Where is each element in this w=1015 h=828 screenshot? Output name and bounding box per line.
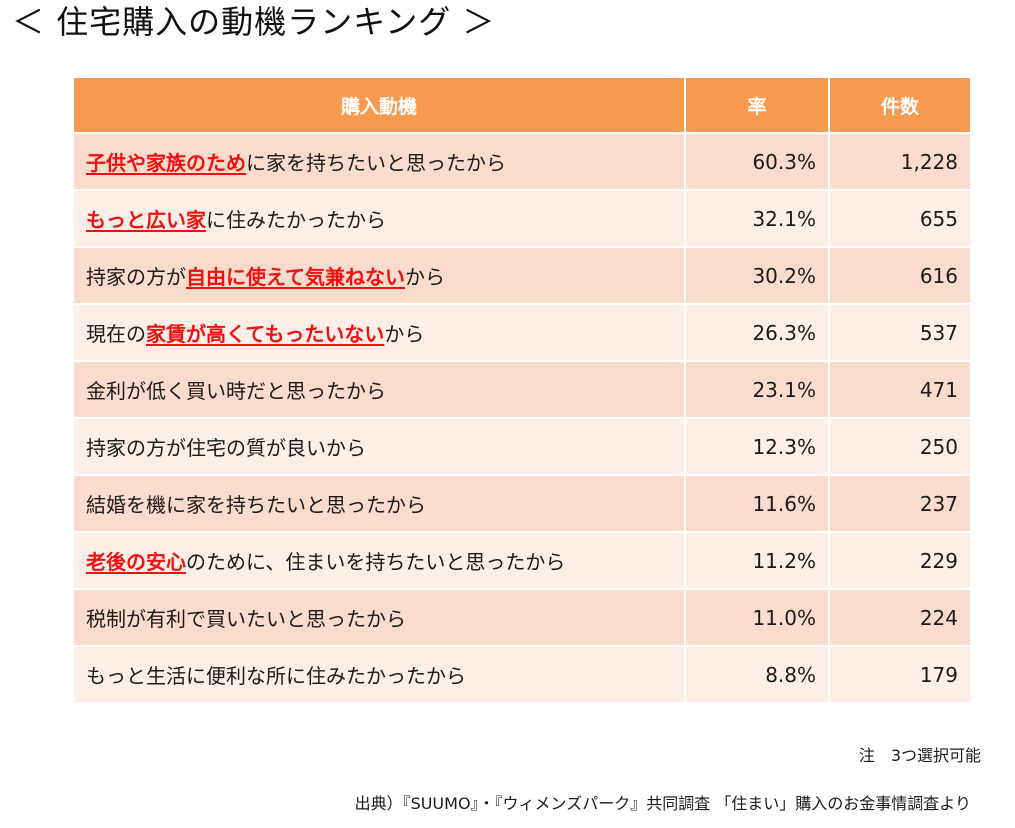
reason-cell: 老後の安心のために、住まいを持ちたいと思ったから — [74, 533, 684, 588]
reason-cell: 結婚を機に家を持ちたいと思ったから — [74, 476, 684, 531]
highlighted-text: もっと広い家 — [86, 208, 206, 232]
table-body: 子供や家族のために家を持ちたいと思ったから 60.3% 1,228 もっと広い家に住み… — [74, 134, 970, 702]
reason-text: 金利が低く買い時だと思ったから — [86, 379, 386, 403]
reason-cell: 持家の方が自由に使えて気兼ねないから — [74, 248, 684, 303]
highlighted-text: 自由に使えて気兼ねない — [186, 265, 405, 289]
rate-cell: 11.6% — [686, 476, 828, 531]
rate-cell: 11.0% — [686, 590, 828, 645]
highlighted-text: 家賃が高くてもったいない — [146, 322, 385, 346]
reason-cell: 税制が有利で買いたいと思ったから — [74, 590, 684, 645]
page-title: ＜ 住宅購入の動機ランキング ＞ — [12, 3, 496, 41]
reason-text: のために、住まいを持ちたいと思ったから — [186, 550, 566, 574]
count-cell: 471 — [830, 362, 970, 417]
count-cell: 237 — [830, 476, 970, 531]
table-header-row: 購入動機 率 件数 — [74, 78, 970, 132]
table-row: 結婚を機に家を持ちたいと思ったから 11.6% 237 — [74, 476, 970, 531]
table-row: 現在の家賃が高くてもったいないから 26.3% 537 — [74, 305, 970, 360]
rate-cell: 12.3% — [686, 419, 828, 474]
table-row: もっと広い家に住みたかったから 32.1% 655 — [74, 191, 970, 246]
reason-cell: 現在の家賃が高くてもったいないから — [74, 305, 684, 360]
reason-text: 現在の — [86, 322, 146, 346]
reason-cell: 子供や家族のために家を持ちたいと思ったから — [74, 134, 684, 189]
highlighted-text: 子供や家族のため — [86, 151, 246, 175]
table-row: 税制が有利で買いたいと思ったから 11.0% 224 — [74, 590, 970, 645]
count-cell: 179 — [830, 647, 970, 702]
count-cell: 537 — [830, 305, 970, 360]
rate-cell: 8.8% — [686, 647, 828, 702]
source-citation: 出典）『SUUMO』・『ウィメンズパーク』共同調査 「住まい」購入のお金事情調査… — [354, 794, 971, 813]
reason-cell: 金利が低く買い時だと思ったから — [74, 362, 684, 417]
rate-cell: 11.2% — [686, 533, 828, 588]
count-cell: 655 — [830, 191, 970, 246]
reason-text: 持家の方が — [86, 265, 186, 289]
table-row: 持家の方が住宅の質が良いから 12.3% 250 — [74, 419, 970, 474]
table-row: 持家の方が自由に使えて気兼ねないから 30.2% 616 — [74, 248, 970, 303]
reason-text: に住みたかったから — [206, 208, 386, 232]
rate-cell: 30.2% — [686, 248, 828, 303]
reason-cell: もっと広い家に住みたかったから — [74, 191, 684, 246]
rate-cell: 23.1% — [686, 362, 828, 417]
reason-text: に家を持ちたいと思ったから — [246, 151, 506, 175]
reason-text: もっと生活に便利な所に住みたかったから — [86, 664, 466, 688]
rate-cell: 32.1% — [686, 191, 828, 246]
count-cell: 616 — [830, 248, 970, 303]
table-row: もっと生活に便利な所に住みたかったから 8.8% 179 — [74, 647, 970, 702]
reason-cell: 持家の方が住宅の質が良いから — [74, 419, 684, 474]
footnote: 注 3つ選択可能 — [858, 746, 981, 765]
table-row: 老後の安心のために、住まいを持ちたいと思ったから 11.2% 229 — [74, 533, 970, 588]
count-cell: 1,228 — [830, 134, 970, 189]
count-cell: 229 — [830, 533, 970, 588]
rate-cell: 26.3% — [686, 305, 828, 360]
reason-text: 結婚を機に家を持ちたいと思ったから — [86, 493, 426, 517]
reason-text: から — [405, 265, 445, 289]
highlighted-text: 老後の安心 — [86, 550, 186, 574]
table-row: 金利が低く買い時だと思ったから 23.1% 471 — [74, 362, 970, 417]
rate-cell: 60.3% — [686, 134, 828, 189]
column-header-rate: 率 — [686, 78, 828, 132]
reason-cell: もっと生活に便利な所に住みたかったから — [74, 647, 684, 702]
count-cell: 224 — [830, 590, 970, 645]
table-row: 子供や家族のために家を持ちたいと思ったから 60.3% 1,228 — [74, 134, 970, 189]
ranking-table: 購入動機 率 件数 子供や家族のために家を持ちたいと思ったから 60.3% 1,22… — [72, 76, 972, 704]
reason-text: 持家の方が住宅の質が良いから — [86, 436, 366, 460]
column-header-count: 件数 — [830, 78, 970, 132]
reason-text: から — [384, 322, 425, 346]
count-cell: 250 — [830, 419, 970, 474]
reason-text: 税制が有利で買いたいと思ったから — [86, 607, 406, 631]
column-header-reason: 購入動機 — [74, 78, 684, 132]
